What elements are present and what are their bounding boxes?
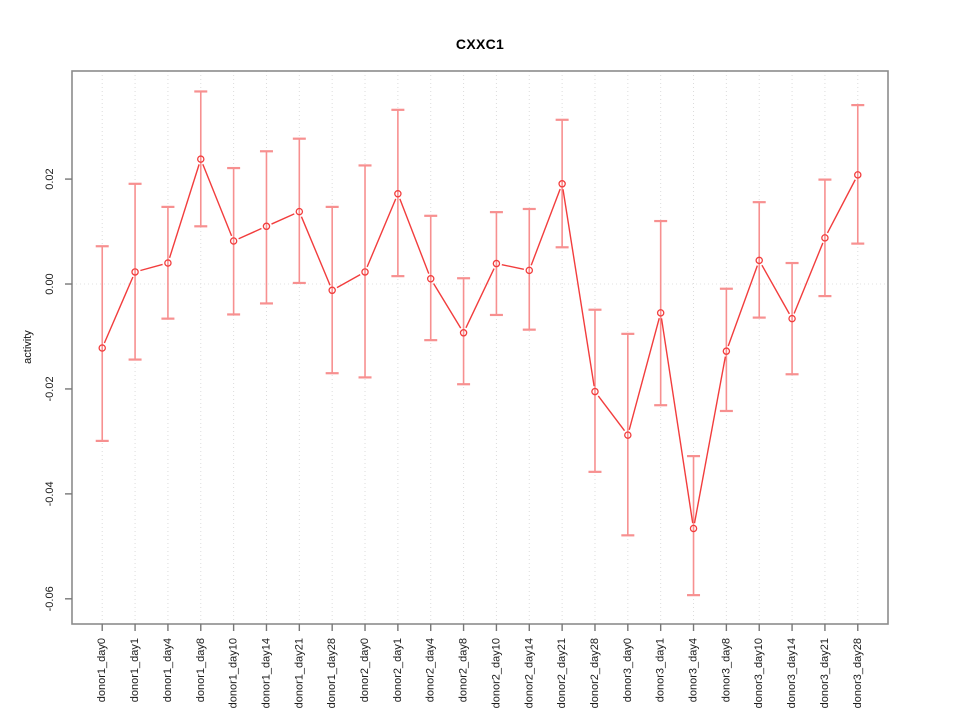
- data-point-marker: [492, 259, 501, 268]
- series-segment: [793, 242, 824, 314]
- x-tick-label: donor3_day4: [688, 638, 700, 702]
- data-point-marker: [656, 309, 665, 317]
- x-tick-label: donor1_day14: [260, 638, 272, 708]
- data-point-marker: [591, 387, 599, 396]
- data-point-marker: [361, 268, 369, 276]
- data-point-marker: [689, 524, 698, 533]
- y-tick-label: -0.06: [44, 586, 56, 611]
- data-point-marker: [459, 329, 468, 337]
- series-segment: [693, 356, 727, 524]
- data-point-marker: [755, 256, 763, 265]
- series-segment: [103, 276, 134, 344]
- x-tick-label: donor1_day28: [326, 638, 338, 708]
- x-tick-label: donor3_day14: [786, 638, 798, 708]
- series-segment: [271, 213, 295, 225]
- data-point-marker: [624, 431, 632, 439]
- x-tick-label: donor2_day28: [589, 638, 601, 708]
- data-point-marker: [821, 234, 829, 242]
- x-tick-label: donor1_day21: [293, 638, 305, 708]
- series-segment: [202, 163, 233, 237]
- series-segment: [826, 179, 856, 234]
- plot-box: [71, 70, 889, 625]
- x-tick-label: donor2_day8: [458, 638, 470, 702]
- series-segment: [465, 268, 495, 329]
- data-point-marker: [197, 155, 205, 163]
- series-segment: [140, 263, 163, 272]
- series-segment: [727, 265, 759, 347]
- x-tick-label: donor2_day0: [359, 638, 371, 702]
- data-point-marker: [854, 171, 862, 179]
- x-tick-label: donor1_day1: [129, 638, 141, 702]
- data-point-marker: [164, 259, 172, 267]
- data-point-marker: [525, 266, 534, 275]
- series-segment: [597, 395, 626, 432]
- data-point-marker: [558, 180, 566, 188]
- x-tick-label: donor3_day1: [655, 638, 667, 702]
- data-point-marker: [262, 222, 271, 231]
- y-tick-label: 0.02: [44, 168, 56, 189]
- x-tick-label: donor3_day21: [819, 638, 831, 708]
- series-segment: [530, 188, 561, 266]
- data-point-marker: [394, 190, 402, 198]
- x-tick-label: donor2_day10: [490, 638, 502, 708]
- series-segment: [628, 318, 660, 430]
- series-segment: [501, 263, 525, 270]
- series-segment: [399, 198, 430, 274]
- data-point-marker: [722, 347, 731, 355]
- series-segment: [562, 189, 595, 387]
- x-tick-label: donor1_day0: [96, 638, 108, 702]
- x-tick-label: donor2_day21: [556, 638, 568, 708]
- x-tick-label: donor3_day0: [622, 638, 634, 702]
- data-point-marker: [131, 268, 139, 276]
- x-tick-label: donor3_day28: [852, 638, 864, 708]
- x-tick-label: donor2_day1: [392, 638, 404, 702]
- data-point-marker: [295, 207, 304, 216]
- series-segment: [168, 164, 200, 258]
- x-tick-label: donor1_day10: [228, 638, 240, 708]
- series-segment: [300, 216, 331, 286]
- series-segment: [366, 198, 397, 268]
- series-segment: [432, 283, 462, 329]
- y-tick-label: 0.00: [44, 273, 56, 294]
- data-point-marker: [98, 344, 106, 352]
- x-tick-label: donor1_day8: [195, 638, 207, 702]
- series-segment: [660, 318, 694, 524]
- x-tick-label: donor2_day14: [523, 638, 535, 708]
- x-tick-label: donor2_day4: [425, 638, 437, 702]
- series-segment: [238, 227, 262, 240]
- series-segment: [761, 264, 790, 315]
- y-tick-label: -0.02: [44, 376, 56, 401]
- y-tick-label: -0.04: [44, 481, 56, 506]
- x-tick-label: donor3_day8: [720, 638, 732, 702]
- data-point-marker: [328, 286, 336, 295]
- data-point-marker: [229, 237, 238, 245]
- series-segment: [336, 274, 361, 289]
- data-point-marker: [426, 275, 435, 283]
- x-tick-label: donor1_day4: [162, 638, 174, 702]
- chart-title: CXXC1: [455, 36, 505, 52]
- x-tick-label: donor3_day10: [753, 638, 765, 708]
- data-point-marker: [788, 314, 796, 323]
